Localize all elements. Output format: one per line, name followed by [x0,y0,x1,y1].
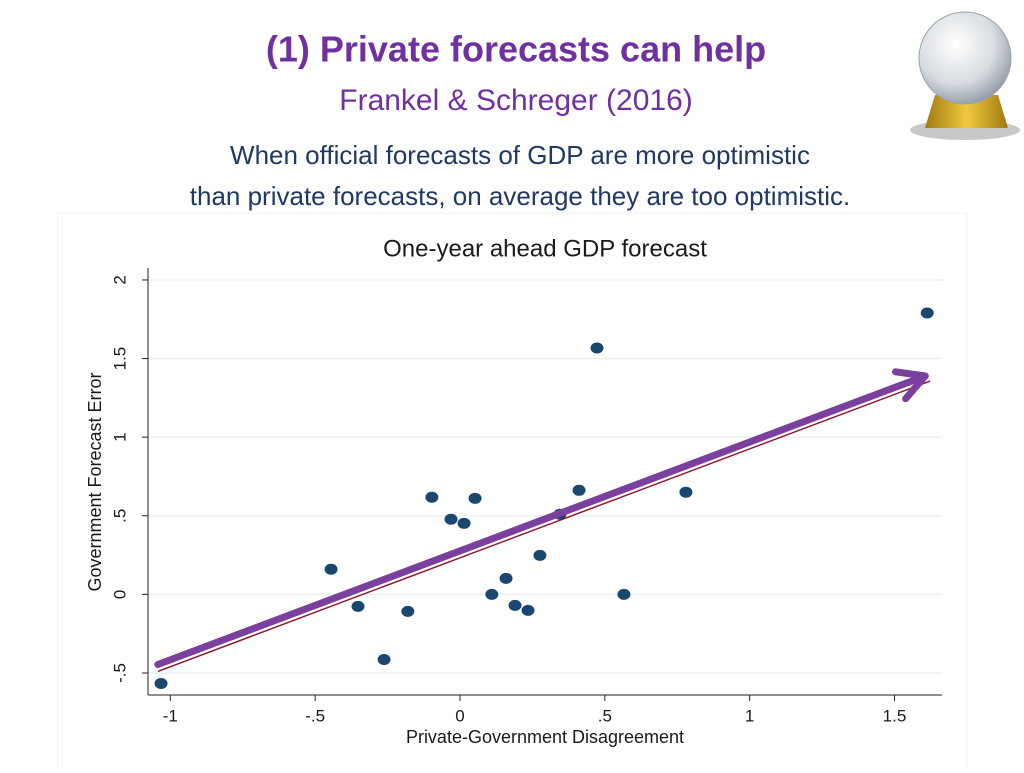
description-line: When official forecasts of GDP are more … [230,140,810,170]
x-tick-label: -1 [163,706,178,725]
scatter-point [521,604,535,616]
arrow-shaft [154,372,929,668]
x-tick-label: .5 [598,706,612,725]
chart-panel [57,212,968,773]
scatter-point [533,549,547,561]
scatter-point [324,563,338,575]
scatter-point [572,484,586,496]
y-tick-label: 2 [110,275,129,284]
y-tick-label: 0 [110,590,129,599]
scatter-point [617,588,631,600]
scatter-point [590,342,604,354]
x-tick-label: -.5 [305,706,325,725]
scatter-point [425,491,439,503]
slide-title: (1) Private forecasts can help [266,29,766,70]
scatter-point [444,513,458,525]
x-axis-label: Private-Government Disagreement [406,727,684,747]
scatter-point [920,307,934,319]
scatter-point [154,678,168,690]
y-axis-label: Government Forecast Error [85,372,105,591]
y-tick-label: 1 [110,432,129,441]
description-line: than private forecasts, on average they … [190,181,850,211]
x-tick-label: 0 [455,706,464,725]
scatter-point [377,653,391,665]
y-tick-label: 1.5 [110,347,129,371]
slide-subtitle: Frankel & Schreger (2016) [339,84,693,117]
fit-line [157,380,931,673]
x-tick-label: 1.5 [883,706,907,725]
crystal-ball-icon [910,11,1020,140]
scatter-point [499,572,513,584]
scatter-point [485,588,499,600]
x-tick-label: 1 [745,706,754,725]
scatter-point [468,492,482,504]
chart-title: One-year ahead GDP forecast [383,235,707,262]
scatter-point [401,605,415,617]
scatter-point [457,517,471,529]
y-tick-label: .5 [110,509,129,523]
scatter-point [679,486,693,498]
scatter-point [508,599,522,611]
y-tick-label: -.5 [110,663,129,683]
scatter-point [351,600,365,612]
arrow-head [891,368,929,403]
